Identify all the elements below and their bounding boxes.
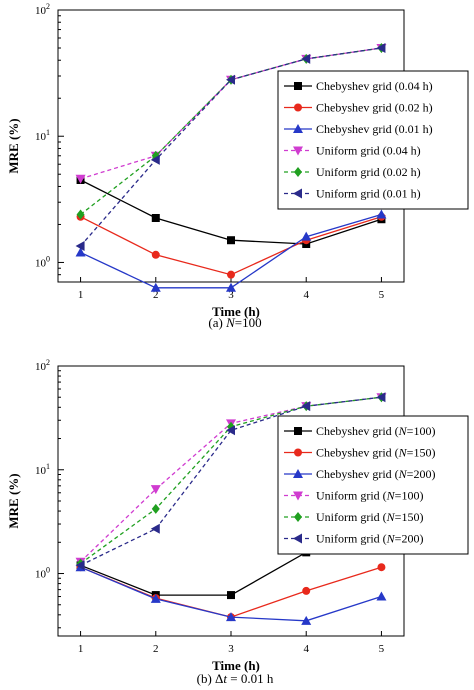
legend-marker (293, 533, 302, 544)
legend-marker (293, 146, 303, 156)
y-tick-label: 101 (35, 128, 50, 143)
legend-marker (294, 512, 302, 522)
legend-label: Uniform grid (0.04 h) (316, 144, 421, 158)
y-tick-label: 100 (35, 254, 50, 269)
data-point (226, 612, 236, 622)
x-axis-title: Time (h) (212, 304, 260, 319)
panel-caption: (a) N=100 (208, 315, 261, 330)
data-point (226, 74, 235, 85)
data-point (227, 270, 235, 279)
legend-label: Chebyshev grid (0.02 h) (316, 101, 433, 115)
data-point (150, 485, 161, 495)
legend-label: Uniform grid (0.01 h) (316, 187, 421, 201)
data-point (75, 240, 85, 251)
data-point (301, 615, 312, 625)
chart-panel-b: 1 2 3 4 5 100 101 102 Time (h) MRE (%) Chebyshev g… (6, 358, 469, 686)
data-point (226, 282, 236, 292)
data-point (75, 247, 86, 257)
legend-label: Uniform grid (0.02 h) (316, 165, 421, 179)
data-point (377, 563, 386, 572)
legend-marker (294, 103, 302, 112)
data-point (376, 392, 386, 403)
x-tick-label: 5 (379, 643, 385, 655)
legend-label: Uniform grid (N=150) (316, 510, 423, 524)
y-axis-title: MRE (%) (6, 473, 21, 528)
data-point (150, 154, 160, 165)
legend: Chebyshev grid (N=100) Chebyshev grid (N=… (277, 415, 469, 555)
series-3 (75, 209, 387, 292)
legend-marker (293, 124, 303, 133)
legend-marker (293, 491, 303, 501)
x-tick-label: 5 (379, 289, 385, 301)
y-axis-title: MRE (%) (6, 118, 21, 173)
data-point (150, 593, 161, 603)
x-tick-label: 4 (303, 289, 309, 301)
series-6 (75, 392, 386, 571)
series-6 (75, 42, 386, 251)
legend-label: Chebyshev grid (0.01 h) (316, 122, 433, 136)
data-point (76, 209, 85, 220)
series-line (80, 216, 382, 276)
data-point (151, 250, 160, 259)
panel-caption: (b) Δt = 0.01 h (197, 671, 274, 686)
data-point (150, 282, 161, 292)
legend-label: Uniform grid (N=100) (316, 489, 423, 503)
legend-label: Chebyshev grid (N=100) (316, 424, 435, 438)
legend-marker (294, 167, 302, 177)
x-tick-label: 3 (228, 643, 234, 655)
data-point (301, 53, 311, 64)
x-axis-title: Time (h) (212, 658, 260, 673)
legend-marker (293, 188, 302, 199)
data-point (302, 586, 311, 595)
data-point (75, 174, 86, 184)
data-point (227, 236, 235, 245)
x-tick-label: 1 (78, 289, 84, 301)
y-tick-label: 100 (35, 566, 50, 581)
x-tick-label: 4 (303, 643, 309, 655)
y-tick-label: 101 (35, 462, 50, 477)
data-point (226, 425, 235, 436)
data-point (151, 503, 160, 514)
data-point (376, 42, 386, 53)
y-tick-label: 102 (35, 2, 50, 17)
legend-marker (293, 469, 303, 478)
series-line (80, 47, 382, 216)
x-tick-label: 2 (153, 643, 159, 655)
y-tick-label: 102 (35, 358, 50, 373)
x-tick-label: 3 (228, 289, 234, 301)
legend-label: Chebyshev grid (N=200) (316, 467, 435, 481)
x-tick-label: 2 (153, 289, 159, 301)
legend-box (277, 415, 469, 555)
legend-box (277, 70, 469, 210)
data-point (75, 560, 85, 571)
data-point (376, 209, 387, 219)
data-point (150, 523, 160, 534)
data-point (227, 591, 235, 600)
legend: Chebyshev grid (0.04 h) Chebyshev grid (0… (277, 70, 469, 210)
legend-marker (294, 448, 302, 457)
series-line (80, 396, 382, 566)
legend-label: Chebyshev grid (N=150) (316, 446, 435, 460)
chart-panel-a: 1 2 3 4 5 100 101 102 Time (h) MRE (%) Chebyshev g… (6, 2, 469, 330)
data-point (301, 231, 312, 241)
series-3 (75, 562, 387, 625)
data-point (301, 401, 311, 412)
data-point (151, 213, 160, 222)
legend-label: Uniform grid (N=200) (316, 532, 423, 546)
series-2 (76, 212, 386, 279)
legend-label: Chebyshev grid (0.04 h) (316, 79, 433, 93)
data-point (376, 591, 387, 601)
x-tick-label: 1 (78, 643, 84, 655)
legend-marker (294, 427, 302, 435)
legend-marker (294, 82, 302, 90)
